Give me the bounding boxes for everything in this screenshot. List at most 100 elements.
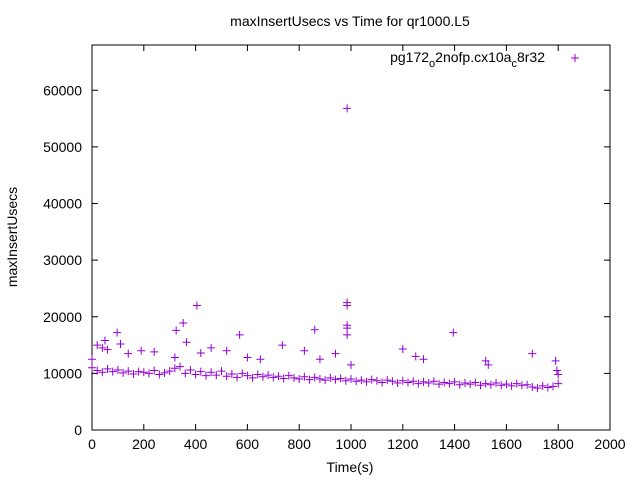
data-point [357,376,366,385]
data-point [150,347,159,356]
data-point [411,352,420,361]
data-point [476,381,485,390]
data-point [310,373,319,382]
data-point [528,349,537,358]
data-point [155,370,164,379]
x-tick-label: 0 [88,436,96,452]
y-tick-label: 40000 [43,196,82,212]
data-point [300,372,309,381]
data-point [347,360,355,369]
data-point [227,369,236,378]
data-point [343,301,352,310]
data-point [238,369,247,378]
data-point [409,377,418,386]
data-point [264,371,273,380]
data-point [253,370,262,379]
data-point [222,372,231,381]
data-point [383,376,392,385]
data-point [471,378,480,387]
data-point [172,326,181,335]
data-point [137,346,146,355]
data-point [191,370,200,379]
data-point [552,366,561,375]
data-point [233,373,242,382]
data-point [435,380,444,389]
y-axis-label: maxInsertUsecs [4,187,20,287]
data-point [455,380,464,389]
data-point [98,368,107,377]
data-point [103,364,112,373]
data-point [160,368,169,377]
legend: pg172o2nofp.cx10ac8r32 [390,49,579,70]
x-tick-label: 400 [184,436,208,452]
data-point [176,362,185,371]
data-point [113,328,122,337]
data-point [481,379,490,388]
data-point [517,381,526,390]
data-point [424,379,433,388]
data-point [321,376,330,385]
data-point [429,377,438,386]
data-point [116,339,125,348]
data-point [528,382,537,391]
data-point [139,368,148,377]
data-point [217,367,226,376]
data-point [124,349,133,358]
data-point [305,375,314,384]
data-point [378,378,387,387]
data-point [388,377,397,386]
data-point [336,374,345,383]
data-point [331,349,340,358]
data-point [523,380,532,389]
data-point [347,375,355,384]
data-point [170,364,179,373]
data-point [243,353,252,362]
data-point [315,355,324,364]
y-tick-label: 0 [74,422,82,438]
data-point [341,376,350,385]
data-point [144,369,153,378]
data-point [419,355,428,364]
data-point [398,376,407,385]
y-tick-label: 30000 [43,252,82,268]
data-point [551,356,560,365]
data-point [507,381,516,390]
data-point [290,373,299,382]
data-point [484,360,493,369]
data-point [207,343,216,352]
data-point [88,355,96,364]
data-point [93,341,102,350]
data-point [222,346,231,355]
data-point [134,367,143,376]
data-point [119,368,128,377]
data-point [492,379,501,388]
legend-marker [571,54,579,62]
data-point [170,353,179,362]
data-point [93,366,102,375]
data-point [466,380,475,389]
data-point [440,378,449,387]
y-tick-label: 20000 [43,309,82,325]
data-point [196,367,205,376]
data-point [181,369,190,378]
x-tick-label: 1800 [543,436,574,452]
x-tick-label: 800 [288,436,312,452]
data-point [450,377,459,386]
data-point [372,376,381,385]
data-point [243,371,252,380]
data-point [98,343,107,352]
data-point [108,367,117,376]
data-point [248,373,257,382]
data-point [103,345,112,354]
data-point [343,330,352,339]
x-tick-label: 200 [132,436,156,452]
data-point [502,380,511,389]
data-point [449,328,458,337]
data-point [331,375,340,384]
data-point [182,338,191,347]
data-point [295,375,304,384]
x-tick-label: 1000 [335,436,366,452]
data-point [352,377,361,386]
data-point [549,382,558,391]
